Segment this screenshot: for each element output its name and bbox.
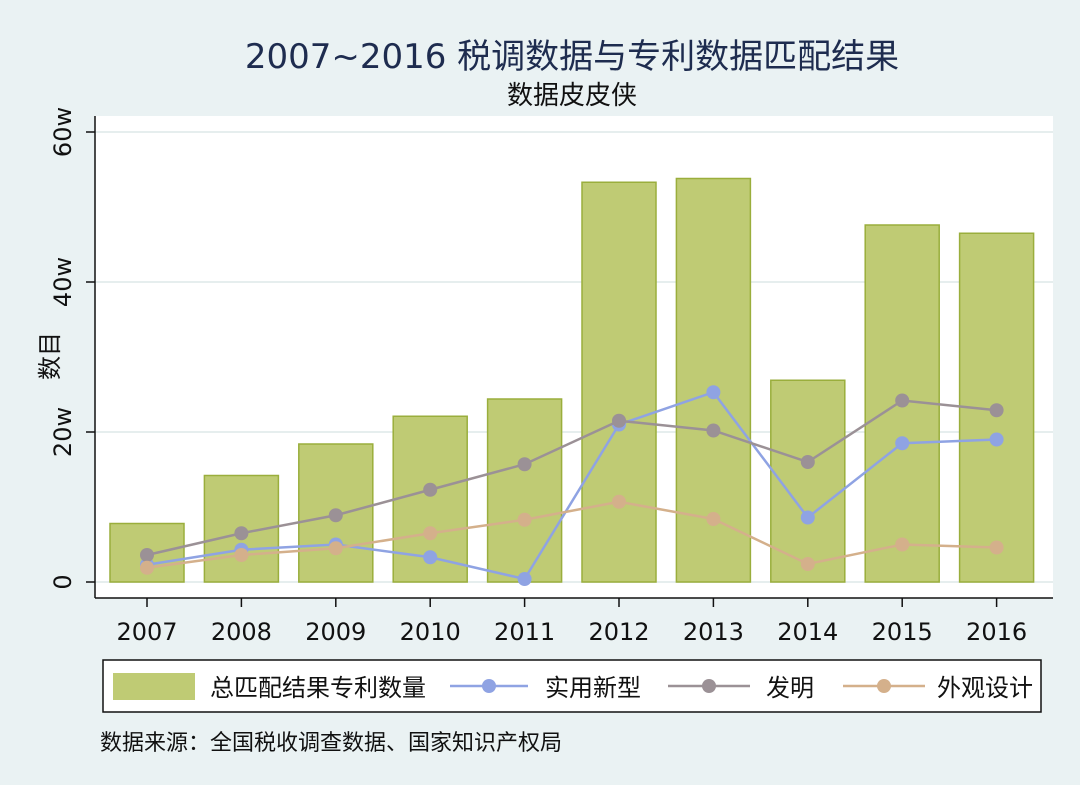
point-3-2013 <box>706 512 721 526</box>
point-2-2015 <box>895 393 910 408</box>
y-tick-label: 60w <box>49 107 77 157</box>
source-note: 数据来源：全国税收调查数据、国家知识产权局 <box>100 731 562 756</box>
y-tick-label: 0 <box>49 574 77 589</box>
point-3-2014 <box>800 557 815 571</box>
y-tick-label: 20w <box>49 407 77 457</box>
point-1-2013 <box>706 385 721 400</box>
y-tick-label: 40w <box>49 257 77 307</box>
x-tick-label: 2015 <box>872 618 933 646</box>
series-line-3 <box>146 500 997 569</box>
x-tick-label: 2007 <box>116 618 177 646</box>
point-3-2012 <box>612 494 626 509</box>
legend-label: 实用新型 <box>545 674 641 702</box>
series-line-2 <box>146 399 997 557</box>
point-3-2008 <box>234 548 249 562</box>
point-2-2009 <box>328 508 343 523</box>
x-tick-label: 2008 <box>211 618 272 646</box>
legend-swatch-bar <box>113 673 195 700</box>
series-line-1 <box>146 390 997 581</box>
point-3-2016 <box>989 540 1004 555</box>
bar-2011 <box>486 398 563 583</box>
point-2-2014 <box>800 455 815 469</box>
y-axis-label: 数目 <box>36 332 64 380</box>
point-2-2011 <box>517 457 532 472</box>
point-2-2016 <box>989 403 1004 418</box>
plot-area: 0 20w 40w 60w 2007 2008 2009 2010 2011 2012 2013 20… <box>49 107 1053 646</box>
point-3-2011 <box>517 512 532 527</box>
point-1-2014 <box>800 510 815 525</box>
point-2-2008 <box>234 526 249 541</box>
legend: 总匹配结果专利数量 实用新型 发明 外观设计 <box>102 659 1042 713</box>
point-2-2007 <box>140 548 154 562</box>
x-tick-label: 2010 <box>400 618 461 646</box>
x-tick-label: 2009 <box>305 618 366 646</box>
x-tick-label: 2016 <box>966 618 1027 646</box>
legend-marker-3 <box>877 679 891 693</box>
point-1-2015 <box>895 436 910 451</box>
legend-label: 总匹配结果专利数量 <box>210 674 426 702</box>
point-3-2015 <box>895 537 910 552</box>
point-3-2009 <box>328 541 343 556</box>
point-3-2007 <box>140 560 154 575</box>
chart-subtitle: 数据皮皮侠 <box>507 81 637 111</box>
x-tick-label: 2011 <box>494 618 555 646</box>
chart-title: 2007~2016 税调数据与专利数据匹配结果 <box>245 37 899 77</box>
point-2-2012 <box>612 413 626 428</box>
legend-marker-2 <box>702 679 716 693</box>
legend-label: 发明 <box>766 674 814 702</box>
point-1-2010 <box>423 550 438 565</box>
x-tick-label: 2012 <box>588 618 649 646</box>
x-tick-label: 2014 <box>777 618 838 646</box>
bar-2012 <box>581 181 657 583</box>
point-1-2016 <box>989 432 1004 447</box>
point-1-2011 <box>517 572 532 586</box>
point-3-2010 <box>423 526 438 541</box>
point-2-2010 <box>423 482 438 497</box>
x-tick-label: 2013 <box>683 618 744 646</box>
point-2-2013 <box>706 423 721 438</box>
legend-label: 外观设计 <box>937 674 1033 702</box>
legend-marker-1 <box>482 679 496 693</box>
bar-2014 <box>770 379 846 583</box>
